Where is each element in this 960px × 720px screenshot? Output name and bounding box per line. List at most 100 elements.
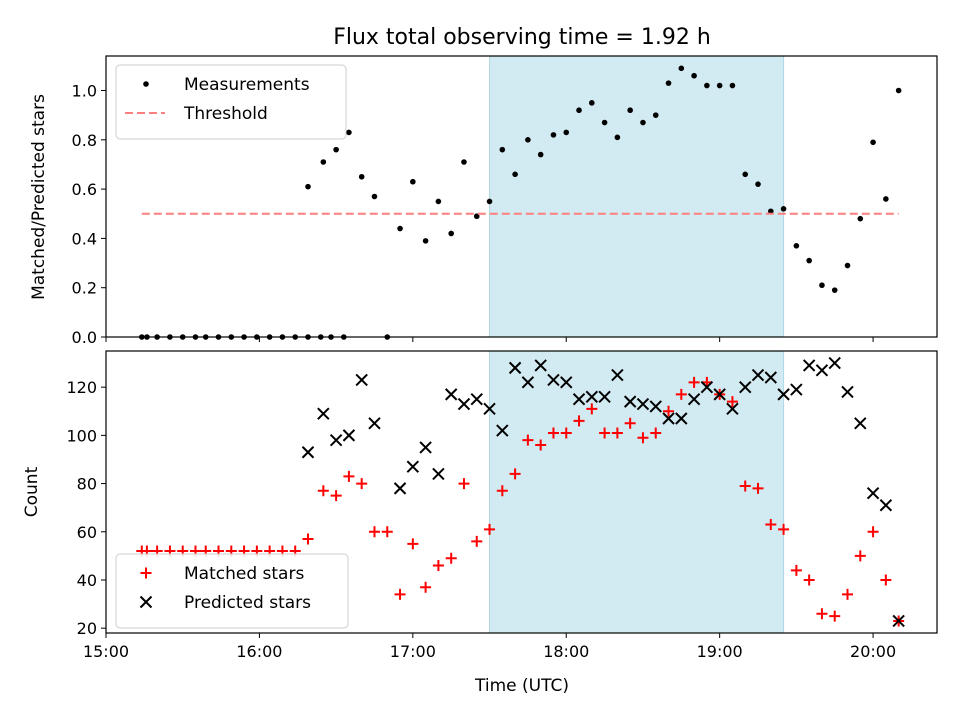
counts-y-tick-label: 40 <box>77 571 97 590</box>
data-point <box>880 574 892 586</box>
data-point <box>547 373 560 387</box>
data-point <box>742 171 749 178</box>
data-point <box>407 538 419 550</box>
ratio-series-0 <box>138 65 902 340</box>
data-point <box>793 242 800 249</box>
ratio-y-tick-label: 0.2 <box>72 279 97 298</box>
data-point <box>371 193 378 200</box>
data-point <box>627 107 633 114</box>
data-point <box>381 526 393 538</box>
data-point <box>726 396 738 408</box>
data-point <box>586 403 598 415</box>
legend-label: Measurements <box>184 75 310 95</box>
data-point <box>499 146 506 153</box>
data-point <box>726 402 739 416</box>
data-point <box>764 371 778 384</box>
data-point <box>599 427 611 439</box>
data-point <box>461 159 467 165</box>
data-point <box>432 467 445 481</box>
data-point <box>739 480 751 492</box>
ratio-y-tick-label: 0.0 <box>72 328 97 347</box>
data-point <box>854 417 867 430</box>
data-point <box>512 171 518 178</box>
data-point <box>598 390 611 404</box>
data-point <box>662 412 675 425</box>
legend-label: Matched stars <box>184 564 304 584</box>
data-point <box>535 439 547 451</box>
data-point <box>406 460 420 473</box>
data-point <box>419 441 432 454</box>
legend-frame <box>115 64 347 140</box>
data-point <box>790 564 802 576</box>
data-point <box>778 523 790 535</box>
x-tick-label: 16:00 <box>236 642 282 661</box>
data-point <box>739 380 752 394</box>
counts-axes-frame <box>105 350 938 634</box>
ratio-observing-span <box>489 55 785 338</box>
data-point <box>589 100 595 106</box>
data-point <box>854 550 866 562</box>
data-point <box>716 82 723 89</box>
legend-label: Predicted stars <box>184 593 311 613</box>
chart-title: Flux total observing time = 1.92 h <box>333 25 711 50</box>
data-point <box>317 407 330 420</box>
data-point <box>550 132 557 138</box>
data-point <box>576 107 582 114</box>
data-point <box>358 173 365 180</box>
ratio-axes-frame <box>105 55 938 338</box>
data-point <box>687 392 701 406</box>
data-point <box>802 359 816 372</box>
data-point <box>688 376 700 388</box>
ratio-y-tick-label: 0.8 <box>72 131 97 150</box>
counts-y-tick-label: 20 <box>77 619 97 638</box>
data-point <box>611 427 623 439</box>
data-point <box>649 400 662 413</box>
data-point <box>704 82 710 89</box>
data-point <box>867 526 879 538</box>
data-point <box>534 359 547 372</box>
data-point <box>525 137 531 143</box>
data-point <box>435 198 442 205</box>
data-point <box>752 482 764 494</box>
data-point <box>422 238 429 244</box>
x-tick-label: 20:00 <box>850 642 896 661</box>
legend-label: Threshold <box>183 104 268 124</box>
data-point <box>585 390 599 404</box>
data-point <box>496 485 508 497</box>
data-point <box>768 208 774 215</box>
data-point <box>342 429 356 442</box>
legend-swatch-measurements <box>143 81 149 87</box>
data-point <box>573 415 585 427</box>
data-point <box>675 388 687 400</box>
data-point <box>870 139 876 146</box>
data-point <box>317 485 329 497</box>
data-point <box>806 257 812 264</box>
data-point <box>815 364 829 377</box>
ratio-y-axis-label: Matched/Predicted stars <box>29 94 49 300</box>
data-point <box>663 405 675 417</box>
data-point <box>509 468 521 480</box>
data-point <box>652 112 659 118</box>
x-tick-label: 18:00 <box>543 642 589 661</box>
data-point <box>675 412 688 425</box>
data-point <box>729 82 736 89</box>
counts-legend: Matched stars Predicted stars <box>115 553 349 629</box>
data-point <box>483 402 496 416</box>
data-point <box>484 523 496 535</box>
data-point <box>713 388 726 401</box>
counts-y-tick-label: 100 <box>66 426 97 445</box>
data-point <box>458 478 470 490</box>
data-point <box>816 608 828 620</box>
data-point <box>473 213 480 220</box>
data-point <box>329 433 343 447</box>
ratio-y-tick-label: 0.4 <box>72 229 97 248</box>
x-axis-label: Time (UTC) <box>474 676 569 696</box>
counts-y-axis-label: Count <box>22 466 42 517</box>
data-point <box>866 486 880 500</box>
data-point <box>393 482 407 495</box>
data-point <box>879 499 893 512</box>
counts-y-tick-label: 60 <box>77 523 97 542</box>
data-point <box>640 119 646 126</box>
data-point <box>356 478 368 490</box>
